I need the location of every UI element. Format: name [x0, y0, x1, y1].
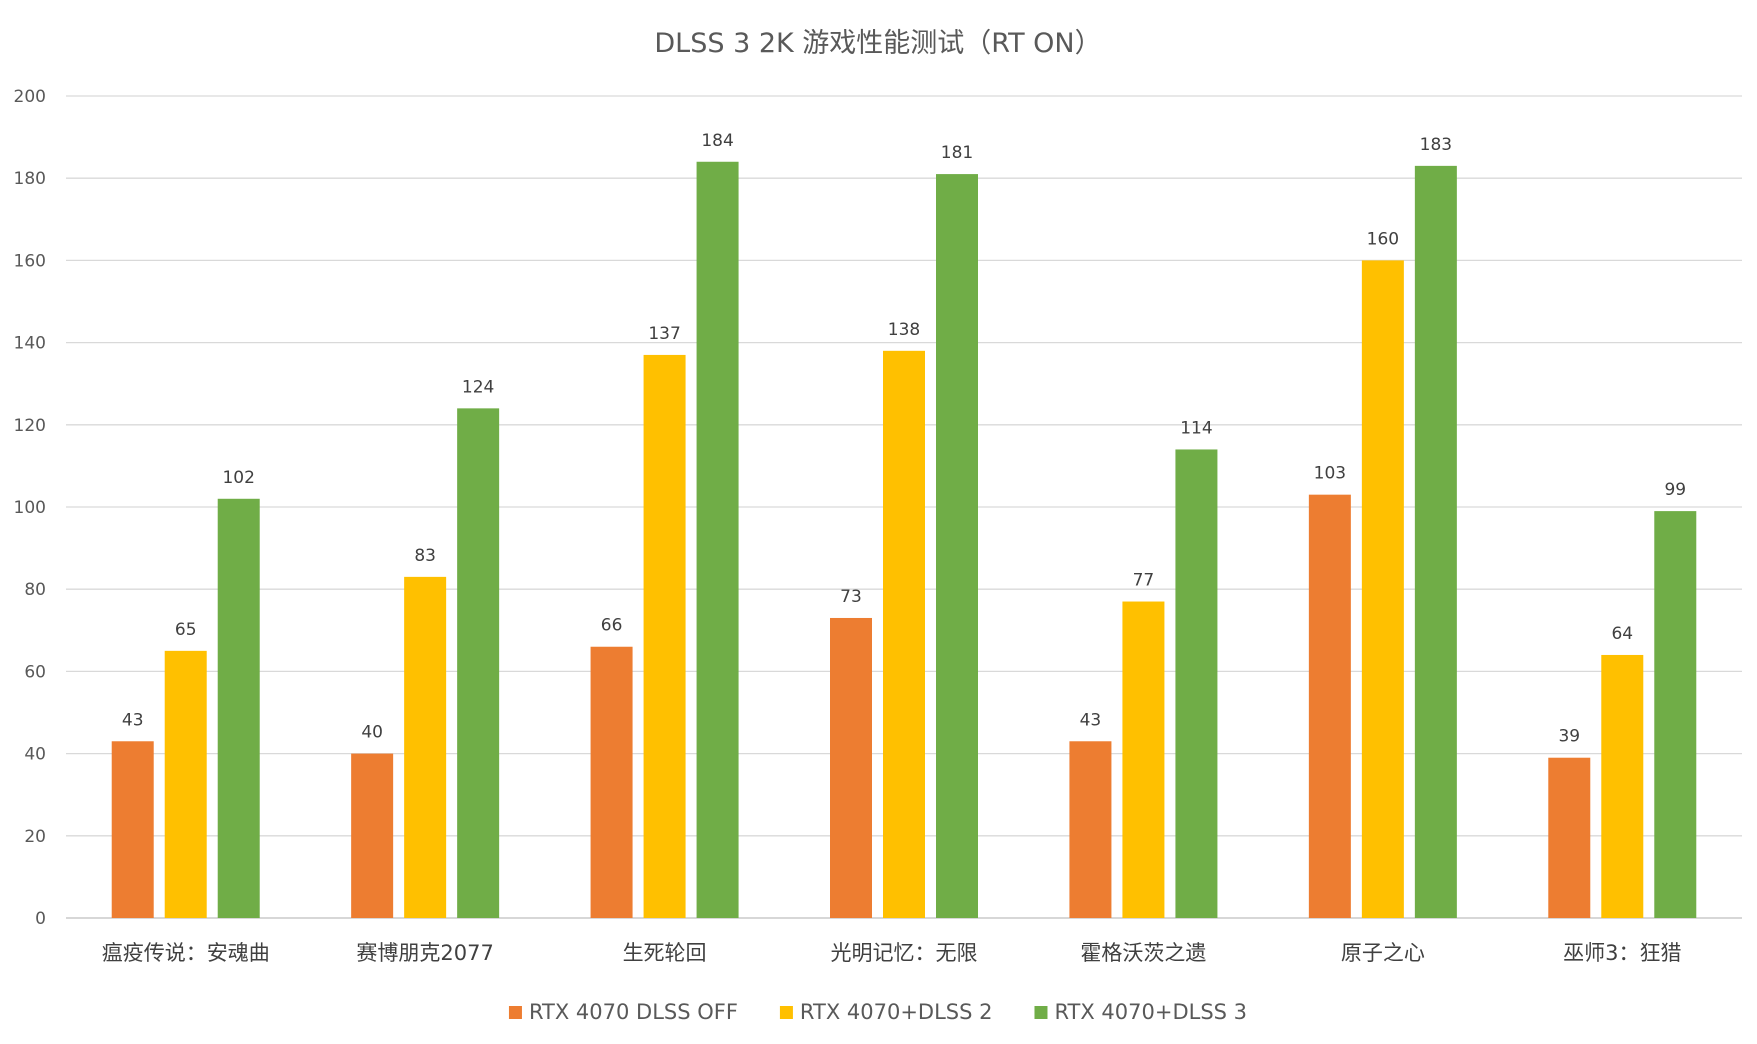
data-labels: 43 65 102 40 83 124 66 137 184 73 138 181 43 77 114 103…: [122, 131, 1686, 747]
x-category-label: 赛博朋克2077: [356, 941, 493, 965]
bar-1-5: [1069, 741, 1112, 918]
data-label: 64: [1611, 624, 1633, 644]
y-tick-label: 100: [14, 498, 46, 518]
y-tick-label: 160: [14, 251, 46, 271]
x-category-label: 生死轮回: [623, 941, 707, 965]
y-tick-label: 60: [24, 662, 46, 682]
data-label: 43: [122, 710, 144, 730]
y-tick-label: 140: [14, 334, 46, 354]
data-label: 103: [1314, 464, 1346, 484]
data-label: 40: [361, 723, 383, 743]
bar-1-1: [111, 741, 154, 918]
legend-swatch: [508, 1006, 522, 1019]
legend-item: RTX 4070+DLSS 3: [1034, 1000, 1247, 1024]
y-tick-label: 20: [24, 827, 46, 847]
legend-item: RTX 4070 DLSS OFF: [508, 1000, 738, 1024]
data-label: 160: [1367, 229, 1399, 249]
data-label: 77: [1133, 571, 1155, 591]
bar-1-4: [830, 617, 872, 918]
bar-3-1: [217, 498, 260, 918]
x-category-label: 巫师3：狂猎: [1563, 941, 1681, 965]
bar-3-6: [1414, 165, 1457, 918]
data-label: 65: [175, 620, 197, 640]
bar-2-5: [1122, 601, 1165, 918]
data-label: 124: [462, 377, 494, 397]
bar-2-6: [1361, 260, 1404, 918]
bar-1-7: [1548, 757, 1591, 918]
bar-1-2: [351, 753, 394, 918]
y-tick-label: 180: [14, 169, 46, 189]
y-tick-label: 80: [24, 580, 46, 600]
data-label: 73: [840, 587, 862, 607]
bar-3-7: [1654, 511, 1697, 918]
bar-3-3: [696, 161, 739, 918]
data-label: 183: [1420, 135, 1452, 155]
data-label: 99: [1664, 480, 1686, 500]
x-category-label: 霍格沃茨之遗: [1080, 941, 1206, 965]
y-tick-label: 0: [35, 909, 46, 929]
bars: [111, 161, 1697, 919]
data-label: 102: [222, 468, 254, 488]
bar-2-7: [1601, 654, 1644, 918]
bar-1-6: [1308, 494, 1351, 918]
data-label: 138: [888, 320, 920, 340]
legend-swatch: [779, 1006, 793, 1019]
bar-2-3: [643, 354, 686, 918]
data-label: 43: [1080, 710, 1102, 730]
y-tick-label: 120: [14, 416, 46, 436]
legend: RTX 4070 DLSS OFF RTX 4070+DLSS 2 RTX 4070…: [508, 1000, 1247, 1024]
bar-3-5: [1175, 449, 1218, 918]
bar-3-4: [936, 174, 978, 919]
bar-2-4: [883, 350, 925, 918]
legend-label: RTX 4070+DLSS 3: [1054, 1000, 1247, 1024]
data-label: 83: [414, 546, 436, 566]
data-label: 184: [701, 131, 733, 151]
x-category-label: 瘟疫传说：安魂曲: [102, 941, 270, 965]
legend-label: RTX 4070+DLSS 2: [800, 1000, 993, 1024]
bar-2-1: [164, 650, 207, 918]
y-axis-ticks: 0 20 40 60 80 100 120 140 160 180 200: [14, 87, 46, 929]
x-category-label: 原子之心: [1341, 941, 1425, 965]
legend-swatch: [1034, 1006, 1048, 1019]
chart-title: DLSS 3 2K 游戏性能测试（RT ON）: [654, 28, 1101, 59]
data-label: 66: [601, 616, 623, 636]
legend-item: RTX 4070+DLSS 2: [779, 1000, 993, 1024]
legend-label: RTX 4070 DLSS OFF: [529, 1000, 738, 1024]
bar-1-3: [590, 646, 633, 918]
data-label: 137: [648, 324, 680, 344]
x-category-label: 光明记忆：无限: [831, 941, 978, 965]
data-label: 39: [1558, 727, 1580, 747]
y-tick-label: 200: [14, 87, 46, 107]
x-axis-categories: 瘟疫传说：安魂曲 赛博朋克2077 生死轮回 光明记忆：无限 霍格沃茨之遗 原子之心 巫师3…: [102, 941, 1682, 965]
data-label: 114: [1180, 418, 1212, 438]
bar-2-2: [404, 576, 447, 918]
bar-3-2: [457, 408, 500, 918]
data-label: 181: [941, 143, 973, 163]
y-tick-label: 40: [24, 745, 46, 765]
